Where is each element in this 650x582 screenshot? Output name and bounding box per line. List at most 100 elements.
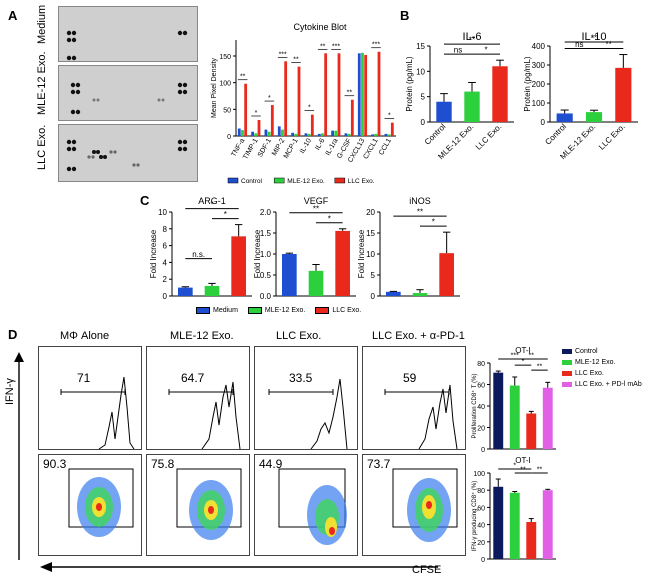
significance-label: *** bbox=[511, 353, 519, 360]
legend-swatch bbox=[334, 177, 346, 184]
bar bbox=[436, 101, 452, 122]
significance-label: * bbox=[522, 359, 525, 366]
legend-item: Control bbox=[562, 346, 648, 357]
bar bbox=[509, 492, 520, 559]
y-tick-label: 60 bbox=[477, 383, 485, 390]
blot-row-label-medium: Medium bbox=[36, 4, 48, 44]
bar bbox=[412, 293, 428, 296]
bar-control bbox=[304, 133, 308, 136]
blot-mle12 bbox=[58, 65, 198, 121]
bar bbox=[308, 270, 324, 296]
bar bbox=[615, 67, 632, 122]
histogram-1: 71 bbox=[38, 346, 142, 450]
significance-label: ** bbox=[537, 364, 543, 371]
histogram-curve bbox=[268, 378, 348, 450]
panel-label-c: C bbox=[140, 193, 150, 208]
legend-label: Control bbox=[575, 348, 598, 355]
histogram-4: 59 bbox=[362, 346, 466, 450]
significance-label: * bbox=[388, 113, 391, 120]
bar bbox=[526, 413, 537, 449]
y-tick-label: 80 bbox=[477, 488, 485, 495]
density-value: 44.9 bbox=[259, 457, 283, 471]
bar-control bbox=[317, 133, 321, 136]
legend-item: Medium bbox=[196, 307, 238, 314]
panel-label-a: A bbox=[8, 8, 18, 23]
bar-control bbox=[357, 53, 361, 137]
y-axis-label: Fold Increase bbox=[357, 229, 366, 278]
significance-label: * bbox=[432, 218, 435, 227]
bar-control bbox=[237, 128, 241, 136]
y-tick-label: 20 bbox=[477, 426, 485, 433]
y-tick-label: 2 bbox=[163, 275, 168, 284]
flow-title-4: LLC Exo. + α-PD-1 bbox=[372, 330, 465, 342]
blot-medium bbox=[58, 6, 198, 62]
x-arrow bbox=[40, 562, 438, 572]
flow-title-1: MΦ Alone bbox=[60, 330, 110, 342]
significance-label: * bbox=[328, 214, 331, 223]
x-tick-label: IL-10 bbox=[299, 137, 313, 154]
significance-label: ns bbox=[454, 46, 462, 55]
y-tick-label: 0 bbox=[163, 292, 168, 301]
density-value: 90.3 bbox=[43, 457, 67, 471]
significance-label: *** bbox=[332, 43, 340, 50]
density-plot-4: 73.7 bbox=[362, 454, 466, 556]
x-tick-label: IL-6 bbox=[314, 137, 326, 151]
bar-llc-exo- bbox=[390, 122, 394, 136]
y-arrow bbox=[14, 352, 24, 560]
bar bbox=[492, 66, 508, 122]
y-axis-label: Protein (pg/mL) bbox=[523, 56, 532, 111]
bar bbox=[585, 112, 603, 122]
histogram-value: 59 bbox=[403, 371, 417, 385]
y-tick-label: 20 bbox=[477, 540, 485, 547]
ifng-chart: OT-I 0 20 40 60 80 100 IFN-γ producing CD8⁺ (%)… bbox=[471, 456, 556, 564]
y-tick-label: 20 bbox=[366, 208, 375, 217]
histogram-value: 71 bbox=[77, 371, 91, 385]
significance-label: ** bbox=[417, 208, 423, 217]
density-value: 73.7 bbox=[367, 457, 391, 471]
legend-label: MLE-12 Exo. bbox=[264, 307, 306, 314]
density-plot-1: 90.3 bbox=[38, 454, 142, 556]
bar-llc-exo- bbox=[324, 53, 328, 137]
significance-label: * bbox=[484, 46, 487, 55]
significance-label: * bbox=[268, 95, 271, 102]
y-tick-label: 0.0 bbox=[260, 292, 272, 301]
legend-d: Control MLE-12 Exo. LLC Exo. LLC Exo. + … bbox=[562, 346, 648, 390]
y-tick-label: 0 bbox=[481, 447, 485, 454]
bar-llc-exo- bbox=[244, 83, 248, 136]
legend-label: Medium bbox=[213, 307, 238, 314]
bar bbox=[493, 486, 504, 559]
blot-row-label-mle12: MLE-12 Exo. bbox=[36, 51, 48, 115]
blot-llc bbox=[58, 124, 198, 182]
legend-item: MLE-12 Exo. bbox=[562, 357, 648, 368]
bar-llc-exo- bbox=[364, 54, 368, 136]
y-tick-label: 40 bbox=[477, 404, 485, 411]
significance-label: ** bbox=[591, 34, 597, 43]
bar-mle-12-exo- bbox=[267, 131, 271, 136]
bar bbox=[542, 387, 553, 449]
bar-mle-12-exo- bbox=[321, 133, 324, 136]
legend-item: LLC Exo. + PD-l mAb bbox=[562, 379, 648, 390]
y-axis-label: Fold Increase bbox=[253, 229, 262, 278]
significance-label: ** bbox=[469, 36, 475, 45]
y-tick-label: 100 bbox=[473, 471, 485, 478]
blot-spots bbox=[70, 82, 188, 115]
y-tick-label: 400 bbox=[532, 42, 546, 51]
y-tick-label: 0 bbox=[481, 557, 485, 564]
histogram-3: 33.5 bbox=[254, 346, 358, 450]
y-tick-label: 300 bbox=[532, 61, 546, 70]
significance-label: *** bbox=[279, 51, 287, 58]
significance-label: * bbox=[210, 200, 213, 209]
significance-label: ** bbox=[537, 467, 543, 474]
density-cloud bbox=[392, 468, 458, 542]
bar bbox=[439, 253, 454, 296]
chart-title: VEGF bbox=[304, 196, 329, 206]
significance-label: ** bbox=[313, 204, 319, 213]
y-tick-label: 10 bbox=[158, 208, 167, 217]
x-tick-label: LLC Exo. bbox=[597, 122, 627, 152]
x-tick-label: SDF-1 bbox=[257, 137, 273, 158]
chart-title: ARG-1 bbox=[198, 196, 226, 206]
y-tick-label: 60 bbox=[477, 505, 485, 512]
density-cloud bbox=[68, 468, 134, 537]
